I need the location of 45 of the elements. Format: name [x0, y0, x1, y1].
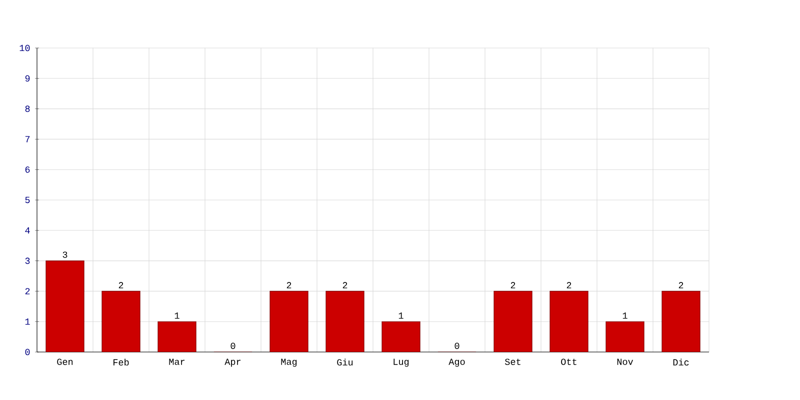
bar — [550, 290, 588, 352]
bar — [270, 290, 308, 352]
data-label: 1 — [622, 312, 628, 319]
y-tick-label: 5 — [25, 196, 30, 204]
data-label: 2 — [342, 282, 348, 288]
bar — [158, 321, 196, 352]
x-tick-label: Ago — [448, 358, 465, 367]
x-tick-label: Nov — [617, 358, 634, 365]
bar — [102, 290, 140, 352]
data-label: 2 — [510, 282, 516, 288]
data-label: 1 — [174, 312, 180, 319]
y-tick-label: 0 — [25, 348, 30, 356]
y-tick-label: 10 — [20, 44, 30, 52]
bar — [494, 290, 532, 352]
x-tick-label: Feb — [114, 358, 129, 366]
x-tick-label: Apr — [224, 358, 241, 367]
data-label: 3 — [62, 252, 68, 258]
data-label: 0 — [454, 342, 460, 350]
x-tick-label: Set — [504, 358, 520, 365]
x-tick-label: Mar — [169, 358, 185, 365]
y-tick-label: 6 — [25, 166, 30, 173]
data-label: 1 — [398, 312, 404, 319]
y-tick-label: 2 — [25, 288, 30, 294]
bar — [606, 321, 644, 352]
x-tick-label: Dic — [673, 358, 689, 366]
data-label: 2 — [118, 282, 124, 288]
data-label: 2 — [566, 282, 572, 288]
y-tick-label: 3 — [25, 258, 30, 264]
x-tick-label: Ott — [561, 358, 576, 365]
x-tick-label: Giu — [337, 358, 353, 366]
y-tick-label: 9 — [25, 75, 30, 82]
y-tick-label: 1 — [25, 318, 30, 325]
y-tick-label: 7 — [25, 136, 30, 142]
x-tick-label: Mag — [281, 358, 297, 367]
bar — [382, 321, 420, 352]
x-tick-label: Lug — [394, 358, 409, 367]
bar — [326, 290, 364, 352]
y-tick-label: 8 — [25, 106, 30, 112]
data-label: 2 — [678, 282, 684, 288]
data-label: 2 — [286, 282, 292, 288]
x-tick-label: Gen — [57, 358, 73, 365]
y-tick-label: 4 — [25, 227, 30, 234]
bar — [662, 290, 700, 352]
data-label: 0 — [230, 342, 236, 350]
bar — [46, 260, 84, 352]
